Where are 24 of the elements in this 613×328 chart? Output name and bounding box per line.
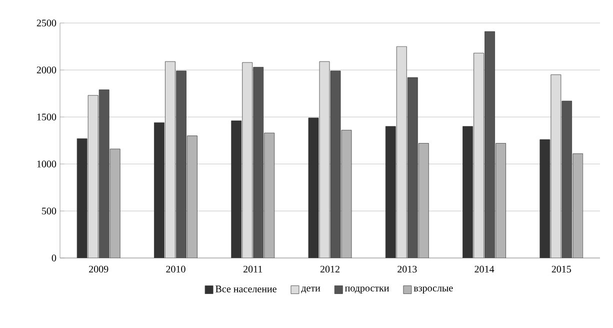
bar (396, 46, 407, 258)
legend-label: взрослые (414, 286, 453, 294)
bar (550, 74, 562, 258)
y-tick-label: 1000 (37, 160, 56, 168)
x-tick-label: 2013 (398, 266, 417, 273)
y-tick-label: 2500 (36, 20, 56, 26)
bar (319, 61, 330, 258)
legend-label: подростки (345, 286, 390, 294)
x-tick-label: 2014 (474, 266, 494, 273)
y-tick-label: 1500 (37, 114, 56, 120)
bar (88, 95, 98, 258)
y-tick-label: 2000 (36, 66, 56, 74)
bar (165, 61, 176, 258)
legend-label: дети (301, 286, 320, 294)
bar (474, 52, 484, 258)
y-tick-label: 0 (52, 254, 56, 262)
x-tick-label: 2010 (166, 266, 186, 273)
y-tick-label: 500 (42, 208, 56, 214)
x-tick-label: 2009 (89, 266, 108, 273)
x-tick-label: 2012 (320, 266, 340, 273)
x-tick-label: 2015 (552, 266, 572, 273)
x-tick-label: 2011 (243, 266, 262, 273)
legend-label: Все население (216, 286, 276, 292)
bar (242, 62, 253, 258)
